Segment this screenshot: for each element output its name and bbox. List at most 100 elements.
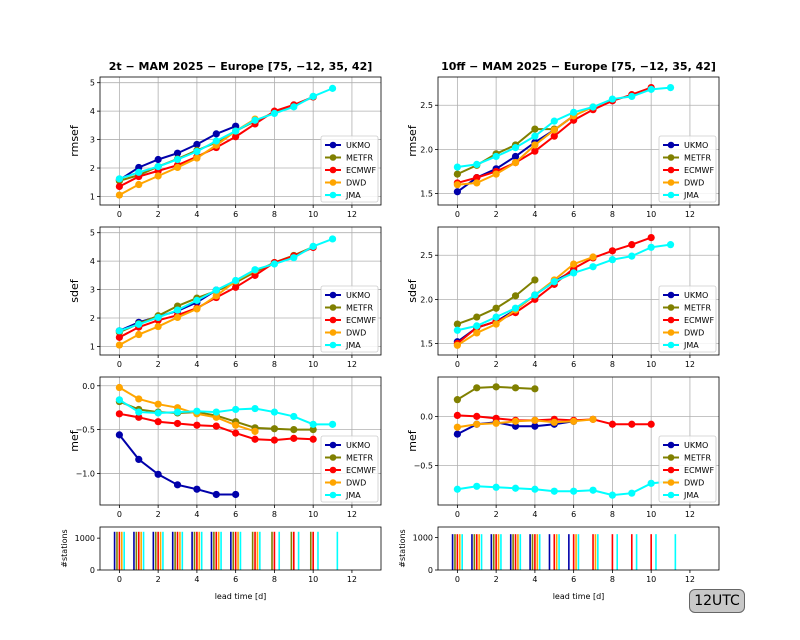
station-bar-metfr: [492, 534, 495, 570]
point-jma: [115, 175, 123, 183]
station-bar-metfr: [116, 531, 118, 570]
legend-swatch-marker: [667, 191, 675, 199]
point-metfr: [453, 170, 461, 178]
point-ecmwf: [232, 133, 240, 141]
point-jma: [550, 117, 558, 125]
point-jma: [232, 276, 240, 285]
legend-swatch-marker: [329, 441, 337, 449]
station-bar-metfr: [473, 534, 476, 570]
station-bar-metfr: [193, 531, 196, 570]
point-jma: [647, 479, 655, 487]
legend-label: ECMWF: [684, 466, 714, 475]
station-bar-dwd: [237, 531, 239, 570]
point-ecmwf: [251, 435, 259, 443]
point-jma: [492, 152, 500, 161]
station-bar-ecmwf: [157, 531, 159, 570]
point-dwd: [531, 416, 539, 424]
station-bar-ecmwf: [456, 534, 459, 570]
x-tick-label: 4: [194, 510, 199, 519]
legend-box: [658, 135, 717, 203]
point-jma: [570, 269, 578, 277]
point-jma: [193, 147, 201, 156]
station-bar-ecmwf: [534, 534, 536, 570]
station-bar-dwd: [517, 534, 519, 570]
point-jma: [309, 92, 317, 100]
legend-swatch-marker: [329, 141, 337, 149]
point-dwd: [492, 170, 500, 178]
x-tick-label: 10: [308, 510, 318, 519]
point-ukmo: [511, 152, 520, 161]
station-bar-jma: [220, 531, 222, 570]
point-ecmwf: [608, 247, 617, 255]
station-bar-jma: [259, 531, 261, 570]
point-ecmwf: [193, 421, 201, 429]
station-bar-dwd: [478, 534, 480, 570]
station-bar-ecmwf: [553, 534, 556, 570]
station-bar-ecmwf: [572, 534, 575, 570]
axes-frame: [99, 526, 382, 571]
point-jma: [589, 263, 597, 271]
point-jma: [309, 420, 317, 428]
legend-label: DWD: [684, 479, 704, 488]
legend-label: JMA: [683, 341, 699, 350]
point-jma: [511, 304, 520, 312]
x-tick-label: 6: [233, 210, 238, 219]
y-tick-label: 1.5: [420, 340, 433, 349]
point-jma: [531, 291, 539, 299]
series-line-jma: [457, 243, 671, 332]
point-jma: [608, 491, 617, 499]
legend-swatch-marker: [329, 316, 337, 324]
station-bar-dwd: [497, 534, 500, 570]
legend-label: ECMWF: [346, 316, 376, 325]
point-metfr: [531, 385, 539, 393]
station-bar-jma: [239, 531, 242, 570]
legend-swatch-marker: [329, 291, 337, 299]
legend-swatch-marker: [329, 491, 337, 499]
legend-swatch-marker: [329, 341, 337, 349]
point-jma: [647, 243, 655, 251]
station-bar-metfr: [454, 534, 456, 570]
station-bar-ukmo: [191, 531, 193, 570]
point-jma: [212, 286, 220, 294]
legend-swatch-marker: [329, 479, 337, 486]
station-bar-metfr: [271, 531, 273, 570]
point-dwd: [589, 415, 597, 423]
legend-swatch-marker: [667, 141, 675, 149]
point-dwd: [473, 179, 481, 187]
point-dwd: [212, 292, 220, 300]
point-ukmo: [212, 130, 220, 138]
station-bar-metfr: [213, 531, 215, 570]
legend-label: METFR: [684, 154, 711, 163]
legend-label: DWD: [346, 179, 366, 188]
point-ukmo: [173, 149, 182, 157]
point-metfr: [453, 396, 461, 404]
point-jma: [154, 409, 162, 417]
point-jma: [232, 405, 240, 414]
point-ecmwf: [115, 333, 123, 341]
station-bar-ukmo: [171, 531, 174, 570]
station-bar-jma: [181, 531, 184, 570]
station-bar-jma: [500, 534, 502, 570]
point-jma: [251, 266, 259, 274]
station-bar-dwd: [536, 534, 539, 570]
point-jma: [608, 256, 617, 264]
station-bar-jma: [142, 531, 145, 570]
point-jma: [173, 306, 182, 314]
station-bar-dwd: [198, 531, 201, 570]
point-metfr: [270, 425, 279, 433]
station-bar-metfr: [154, 531, 157, 570]
point-dwd: [193, 154, 201, 162]
station-bar-ecmwf: [514, 534, 517, 570]
legend-box: [658, 285, 717, 353]
y-tick-label: 1: [90, 342, 95, 351]
panel-rmsef: 0 2 4 6 8 10 12 1.5 2.0 2.5 rmsef UKMO METFR ECMWF DWD…: [406, 76, 720, 219]
y-axis-label: sdef: [68, 278, 81, 302]
point-dwd: [212, 413, 220, 421]
x-tick-label: 12: [685, 575, 695, 584]
point-dwd: [570, 417, 578, 425]
point-jma: [232, 127, 240, 135]
legend-label: DWD: [346, 479, 366, 488]
y-tick-label: 0.0: [82, 382, 95, 391]
y-tick-label: 1000: [75, 534, 95, 543]
